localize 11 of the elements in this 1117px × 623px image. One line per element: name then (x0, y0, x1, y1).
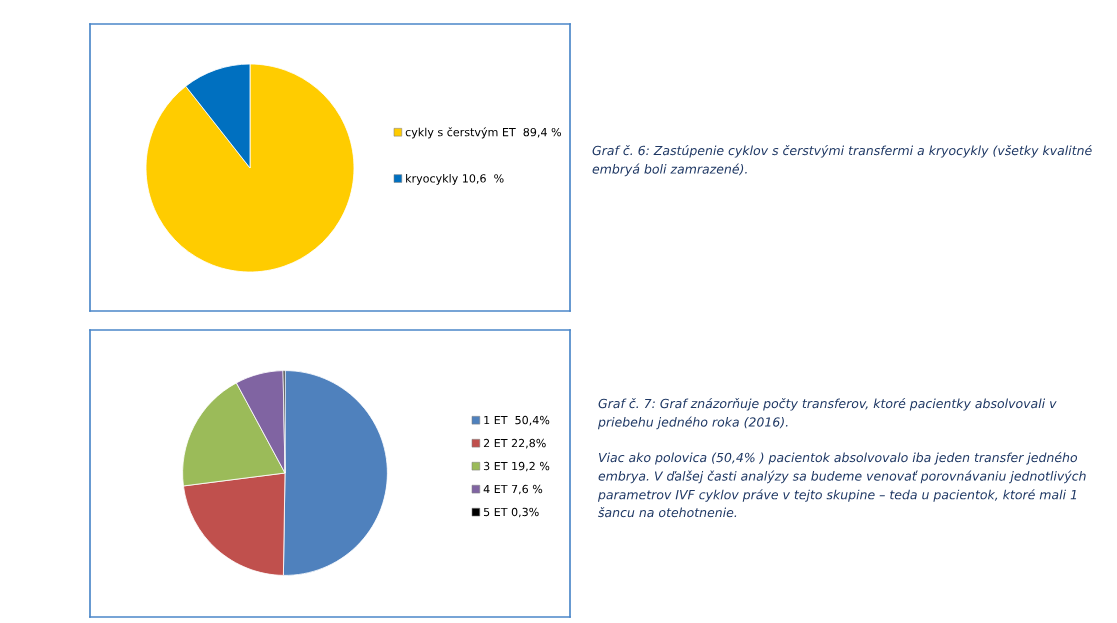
legend-label: 5 ET 0,3% (483, 507, 539, 518)
text: Viac ako polovica (50,4% ) pacientok absolvovalo iba jeden transfer jedného embrya. V ďalšej časti analýzy sa budeme venovať porovnávaniu jednotlivých parametrov IVF cyklov práve v tejto skupine – teda u pacientok, ktoré mali 1 šancu na otehotnenie. (597, 452, 1086, 518)
legend-label: 1 ET 50,4% (484, 415, 550, 426)
text: Graf č. 6: Zastúpenie cyklov s čerstvými transfermi a kryocykly (všetky kvalitné embryá boli zamrazené). (592, 145, 1092, 177)
legend-label: 3 ET 19,2 % (483, 461, 550, 472)
legend-label: cykly s čerstvým ET 89,4 % (405, 127, 561, 139)
legend-label: 4 ET 7,6 % (483, 484, 543, 495)
text: Graf č. 7: Graf znázorňuje počty transferov, ktoré pacientky absolvovali v priebehu jedného roka (2016). (597, 398, 1057, 430)
legend-label: 2 ET 22,8% (483, 438, 546, 449)
legend-label: kryocykly 10,6 % (406, 174, 504, 185)
pie-slice (145, 63, 355, 273)
